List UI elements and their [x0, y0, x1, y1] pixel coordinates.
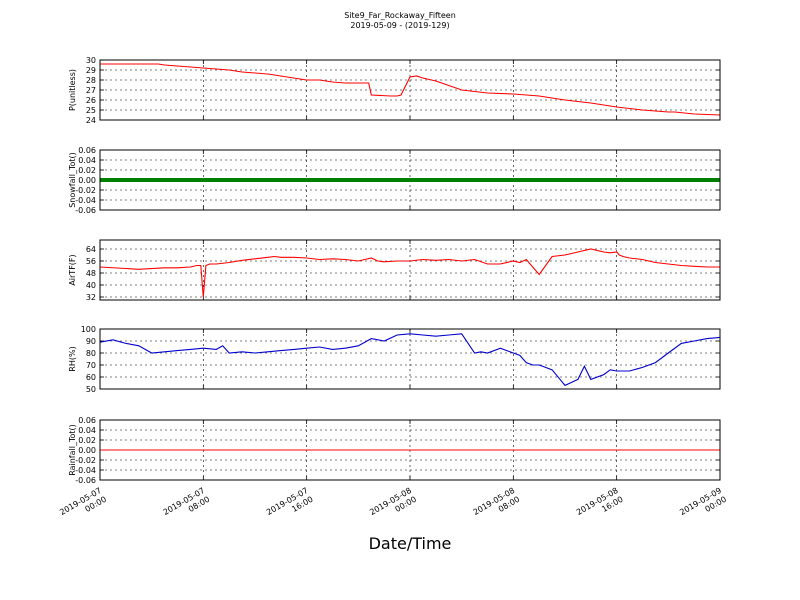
y-axis-label: Rainfall_Tot() — [68, 424, 77, 476]
y-tick-label: 24 — [86, 116, 96, 125]
x-tick-label: 2019-05-0816:00 — [575, 486, 625, 526]
y-tick-label: -0.06 — [75, 206, 96, 215]
y-tick-label: 64 — [86, 245, 96, 254]
panel-5: -0.06-0.04-0.020.000.020.040.06Rainfall_… — [68, 416, 721, 485]
y-tick-label: -0.04 — [75, 196, 96, 205]
series-line — [99, 248, 720, 298]
plot-frame — [99, 59, 721, 121]
y-axis-label: P(unitless) — [68, 69, 77, 111]
y-axis-label: Snowfall_Tot() — [68, 152, 77, 208]
chart-subtitle: 2019-05-09 - (2019-129) — [350, 21, 450, 30]
y-tick-label: 0.00 — [78, 176, 96, 185]
x-tick-label: 2019-05-0700:00 — [58, 486, 108, 526]
y-tick-label: 70 — [86, 361, 96, 370]
plot-frame — [99, 419, 721, 481]
y-tick-label: -0.06 — [75, 476, 96, 485]
y-tick-label: 100 — [81, 325, 96, 334]
series-line — [99, 333, 721, 387]
x-tick-label: 2019-05-0900:00 — [678, 486, 728, 526]
y-tick-label: 0.06 — [78, 146, 96, 155]
x-tick-label: 2019-05-0800:00 — [368, 486, 418, 526]
y-tick-label: 0.00 — [78, 446, 96, 455]
plot-frame — [99, 328, 721, 390]
y-tick-label: 26 — [86, 96, 96, 105]
y-tick-label: 29 — [86, 66, 96, 75]
x-axis-label: Date/Time — [368, 534, 452, 553]
panel-3: 32 40 48 56 64 AirTF(F) — [68, 239, 721, 302]
y-tick-label: 48 — [86, 269, 96, 278]
panel-4: 50 60 70 80 90 100 RH(%) — [68, 325, 721, 394]
y-tick-label: -0.04 — [75, 466, 96, 475]
plot-frame — [99, 239, 721, 301]
y-axis-label: RH(%) — [68, 346, 77, 371]
x-tick-label: 2019-05-0716:00 — [265, 486, 315, 526]
y-tick-label: 0.04 — [78, 426, 96, 435]
y-tick-label: 56 — [86, 257, 96, 266]
y-tick-label: -0.02 — [75, 186, 96, 195]
y-tick-label: 27 — [86, 86, 96, 95]
y-tick-label: 30 — [86, 56, 96, 65]
x-tick-label: 2019-05-0808:00 — [472, 486, 522, 526]
y-tick-label: 0.02 — [78, 166, 96, 175]
y-tick-label: 0.06 — [78, 416, 96, 425]
y-tick-label: 50 — [86, 385, 96, 394]
panel-2: -0.06-0.04-0.020.000.020.040.06Snowfall_… — [68, 146, 721, 215]
y-tick-label: 60 — [86, 373, 96, 382]
y-tick-label: 80 — [86, 349, 96, 358]
y-tick-label: -0.02 — [75, 456, 96, 465]
y-tick-label: 32 — [86, 293, 96, 302]
y-tick-label: 25 — [86, 106, 96, 115]
plot-frame — [99, 149, 721, 211]
y-tick-label: 0.04 — [78, 156, 96, 165]
chart-title: Site9_Far_Rockaway_Fifteen — [344, 11, 456, 20]
y-tick-label: 28 — [86, 76, 96, 85]
series-line — [100, 63, 721, 116]
y-tick-label: 0.02 — [78, 436, 96, 445]
y-tick-label: 40 — [86, 281, 96, 290]
y-tick-label: 90 — [86, 337, 96, 346]
x-tick-label: 2019-05-0708:00 — [162, 486, 212, 526]
y-axis-label: AirTF(F) — [68, 254, 77, 285]
